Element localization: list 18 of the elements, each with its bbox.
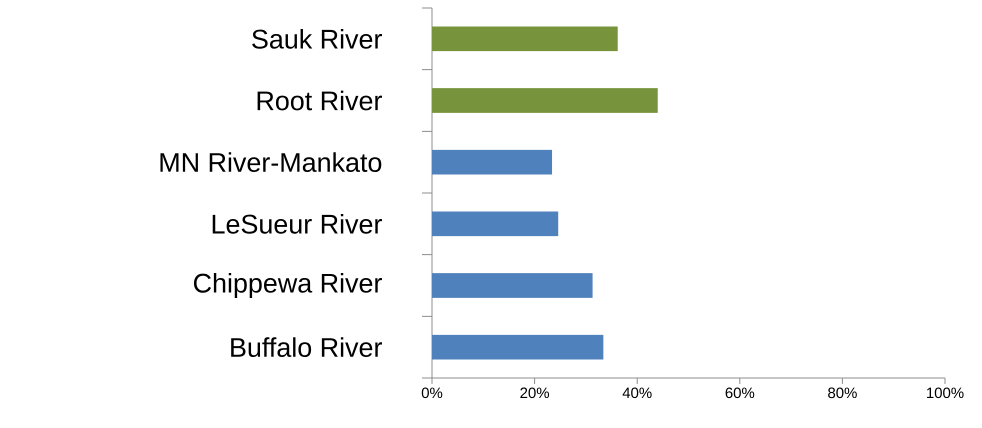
x-tick-label: 40% xyxy=(622,388,652,398)
y-tick-label: Buffalo River xyxy=(231,337,382,358)
y-tick-label: Sauk River xyxy=(252,28,382,49)
bar xyxy=(432,150,552,174)
bar xyxy=(432,273,593,298)
x-tick-label: 20% xyxy=(520,388,550,398)
x-tick-label: 0% xyxy=(422,388,442,398)
bar xyxy=(432,88,658,113)
y-tick-label: MN River-Mankato xyxy=(160,152,382,172)
bar xyxy=(432,212,558,236)
y-tick-label: LeSueur River xyxy=(212,214,382,234)
y-tick-label: Root River xyxy=(258,90,382,110)
y-tick-label: Chippewa River xyxy=(194,272,382,298)
x-tick-label: 60% xyxy=(726,388,754,398)
bar xyxy=(432,334,604,360)
x-tick-label: 100% xyxy=(927,388,964,398)
bar xyxy=(432,26,618,52)
x-tick-label: 80% xyxy=(828,388,857,398)
